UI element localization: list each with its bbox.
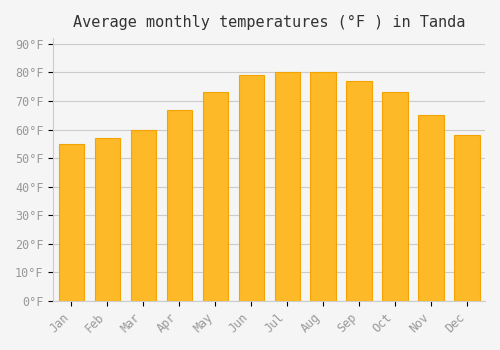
Bar — [274, 72, 299, 301]
Title: Average monthly temperatures (°F ) in Tanda: Average monthly temperatures (°F ) in Ta… — [73, 15, 466, 30]
Bar — [94, 138, 120, 301]
Bar — [310, 72, 336, 301]
Bar — [202, 92, 228, 301]
Bar — [238, 75, 264, 301]
Bar — [454, 135, 479, 301]
Bar — [418, 115, 444, 301]
Bar — [130, 130, 156, 301]
Bar — [166, 110, 192, 301]
Bar — [346, 81, 372, 301]
Bar — [58, 144, 84, 301]
Bar — [382, 92, 407, 301]
